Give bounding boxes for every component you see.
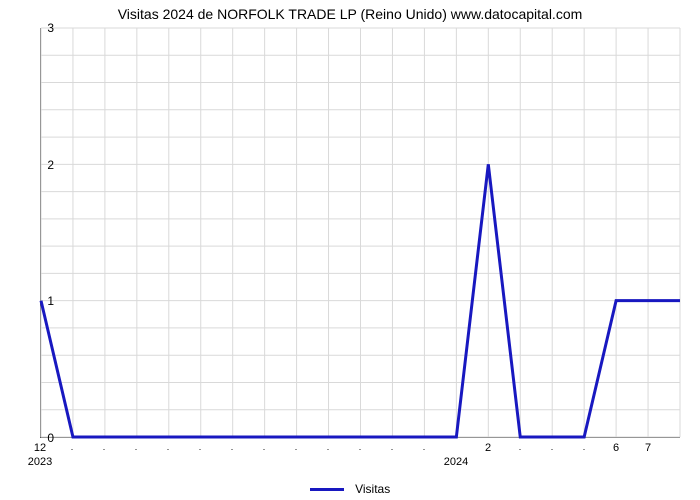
- plot-area: [40, 28, 680, 438]
- x-tick-minor: .: [167, 442, 170, 452]
- chart-title: Visitas 2024 de NORFOLK TRADE LP (Reino …: [0, 6, 700, 22]
- x-tick-minor: .: [231, 442, 234, 452]
- y-tick-label: 2: [40, 158, 54, 172]
- legend-label: Visitas: [355, 482, 390, 496]
- x-tick-label: 6: [613, 442, 619, 454]
- x-tick-minor: .: [263, 442, 266, 452]
- x-tick-minor: .: [71, 442, 74, 452]
- chart-container: Visitas 2024 de NORFOLK TRADE LP (Reino …: [0, 0, 700, 500]
- x-tick-minor: .: [583, 442, 586, 452]
- x-year-label: 2024: [444, 456, 468, 468]
- y-tick-label: 1: [40, 294, 54, 308]
- x-tick-label: 7: [645, 442, 651, 454]
- y-tick-label: 3: [40, 21, 54, 35]
- legend-swatch: [310, 488, 344, 491]
- x-tick-minor: .: [391, 442, 394, 452]
- x-tick-minor: .: [423, 442, 426, 452]
- x-tick-label: 2: [485, 442, 491, 454]
- legend: Visitas: [0, 482, 700, 496]
- x-year-label: 2023: [28, 456, 52, 468]
- x-tick-minor: .: [327, 442, 330, 452]
- line-svg: [41, 28, 680, 437]
- x-tick-minor: .: [135, 442, 138, 452]
- x-tick-minor: .: [199, 442, 202, 452]
- x-tick-minor: .: [359, 442, 362, 452]
- x-tick-minor: .: [551, 442, 554, 452]
- x-tick-minor: .: [519, 442, 522, 452]
- x-tick-minor: .: [103, 442, 106, 452]
- x-tick-minor: .: [295, 442, 298, 452]
- x-tick-label: 12: [34, 442, 46, 454]
